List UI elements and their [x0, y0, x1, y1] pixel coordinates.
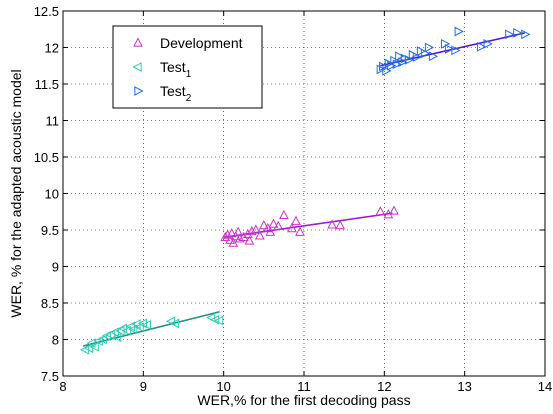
development-point — [250, 224, 261, 234]
axis-ticks: 8 9 10 11 12 13 147.588.599.51010.51111.51212.… — [34, 4, 553, 394]
test1-point — [121, 325, 131, 336]
test2-point — [398, 57, 408, 67]
test2-point — [392, 59, 402, 70]
y-axis-label: WER, % for the adapted acoustic model — [8, 69, 24, 317]
development-point — [258, 220, 269, 230]
legend: Development Test1 Test2 — [112, 25, 263, 109]
y-tick-label: 11.5 — [35, 77, 59, 92]
x-tick-label: 8 — [59, 379, 66, 394]
x-tick-label: 10 — [216, 379, 230, 394]
development-point — [273, 220, 284, 230]
test2-point — [424, 42, 435, 53]
legend-label: Test1 — [160, 59, 192, 80]
test1-point — [86, 338, 96, 349]
test1-point — [89, 341, 99, 352]
legend-marker — [132, 62, 142, 72]
test2-point — [376, 64, 386, 75]
test1-point — [169, 318, 180, 329]
development-point — [254, 230, 265, 240]
test2-point — [505, 29, 515, 40]
test2-point — [513, 28, 523, 38]
development-point — [265, 226, 276, 236]
y-tick-label: 8 — [52, 333, 59, 348]
y-tick-label: 9 — [52, 260, 59, 275]
test1-point — [115, 325, 125, 336]
test2-point — [454, 26, 464, 37]
development-point — [238, 231, 249, 241]
test2-point — [444, 44, 455, 54]
test1-point — [141, 320, 151, 330]
development-point — [268, 218, 279, 228]
development-point — [327, 219, 337, 229]
development-point — [335, 220, 346, 230]
test1-point — [112, 332, 122, 343]
legend-marker — [134, 86, 144, 96]
test2-point — [521, 29, 531, 40]
y-tick-label: 11 — [46, 114, 60, 129]
test1-point — [97, 334, 107, 345]
test2-point — [387, 60, 397, 71]
y-tick-label: 9.5 — [41, 223, 59, 238]
test2-point — [384, 58, 394, 69]
development-point — [242, 228, 253, 239]
development-point — [246, 225, 257, 236]
y-tick-label: 8.5 — [41, 296, 59, 311]
test2-point — [451, 45, 461, 56]
y-tick-label: 10.5 — [34, 150, 59, 165]
x-tick-label: 9 — [140, 379, 147, 394]
development-point — [230, 231, 241, 241]
development-point — [228, 237, 239, 247]
test2-point — [379, 61, 389, 72]
x-tick-label: 11 — [297, 379, 311, 394]
test2-point — [428, 51, 439, 62]
legend-label: Test2 — [160, 83, 192, 104]
development-point — [279, 209, 289, 220]
data-points — [79, 26, 531, 355]
test2-point — [382, 65, 392, 76]
development-point — [222, 229, 233, 239]
development-point — [226, 228, 237, 238]
x-axis-label: WER,% for the first decoding pass — [197, 392, 410, 408]
development-point — [233, 226, 244, 236]
legend-subscript: 1 — [186, 69, 192, 80]
x-tick-label: 12 — [377, 379, 391, 394]
test1-point — [105, 330, 115, 341]
test1-point — [128, 324, 138, 335]
development-point — [234, 233, 245, 243]
y-tick-label: 10 — [45, 187, 59, 202]
development-point — [295, 226, 305, 236]
development-point — [375, 206, 386, 216]
test1-point — [134, 322, 144, 332]
legend-subscript: 2 — [186, 93, 192, 104]
test1-point — [210, 314, 220, 325]
test2-point — [477, 41, 487, 52]
test2-point — [390, 55, 400, 66]
legend-marker — [133, 37, 143, 47]
y-tick-label: 12 — [45, 41, 59, 56]
y-tick-label: 7.5 — [41, 369, 59, 384]
test1-point — [214, 315, 224, 326]
test2-point — [483, 38, 493, 49]
legend-label: Development — [160, 35, 243, 51]
development-point — [244, 235, 255, 245]
test1-point — [101, 330, 111, 341]
development-point — [287, 222, 297, 233]
development-point — [389, 205, 399, 215]
x-tick-label: 14 — [538, 379, 552, 394]
development-point — [291, 215, 301, 225]
x-tick-label: 13 — [457, 379, 471, 394]
y-tick-label: 12.5 — [34, 4, 59, 19]
